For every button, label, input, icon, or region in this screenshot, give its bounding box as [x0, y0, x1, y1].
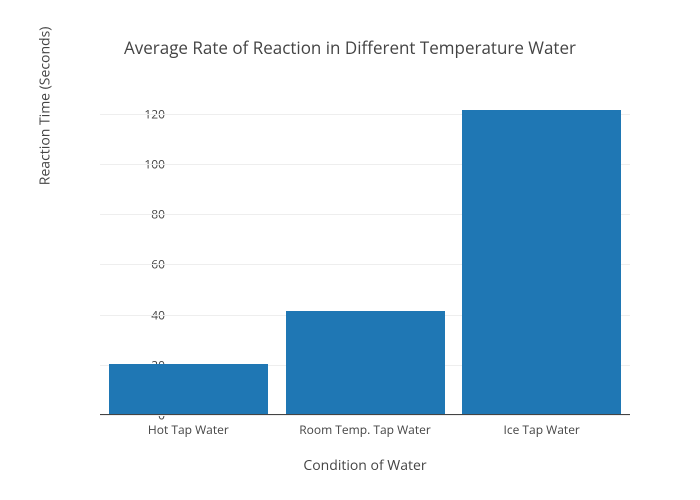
gridline	[100, 415, 630, 416]
bars-group	[100, 95, 630, 414]
x-tick-label: Ice Tap Water	[503, 421, 579, 438]
x-tick-label: Room Temp. Tap Water	[299, 421, 431, 438]
bar	[462, 110, 621, 414]
x-axis-label: Condition of Water	[100, 456, 630, 475]
chart-title: Average Rate of Reaction in Different Te…	[0, 36, 700, 59]
plot-area	[100, 95, 630, 415]
chart-container: Average Rate of Reaction in Different Te…	[0, 0, 700, 500]
x-tick-label: Hot Tap Water	[148, 421, 229, 438]
bar	[109, 364, 268, 414]
y-axis-label: Reaction Time (Seconds)	[36, 27, 55, 186]
bar	[286, 311, 445, 414]
